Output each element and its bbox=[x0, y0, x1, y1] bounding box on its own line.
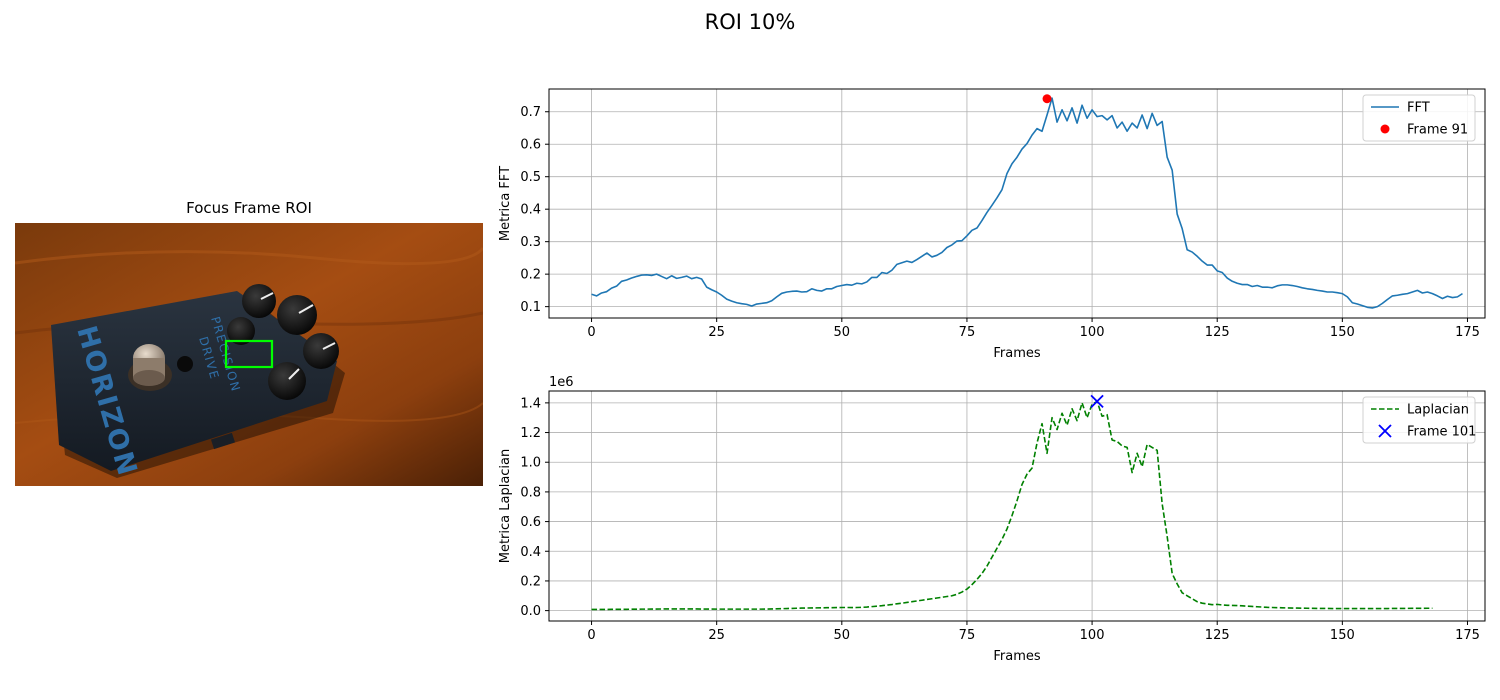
figure-title: ROI 10% bbox=[704, 10, 796, 34]
y-tick-label: 0.3 bbox=[520, 235, 541, 250]
legend-entry-label: FFT bbox=[1407, 101, 1430, 116]
series-line-fft bbox=[591, 97, 1463, 309]
chart-laplacian: 0 25 50 75 100 125 150 175 0.0 0.2 0.4 0.6 0.8 1.0 1.2… bbox=[498, 375, 1486, 664]
roi-box bbox=[224, 339, 274, 369]
legend-entry-label: Frame 101 bbox=[1407, 425, 1476, 440]
legend-marker-swatch bbox=[1380, 124, 1390, 134]
axes-frame bbox=[548, 390, 1486, 622]
x-tick-label: 175 bbox=[1455, 628, 1480, 643]
y-axis-label: Metrica FFT bbox=[498, 166, 513, 241]
y-tick-label: 0.1 bbox=[520, 300, 541, 315]
x-tick-label: 125 bbox=[1205, 628, 1230, 643]
peak-marker-point bbox=[1042, 94, 1052, 104]
x-tick-label: 50 bbox=[834, 325, 851, 340]
led-indicator bbox=[177, 356, 193, 372]
y-tick-label: 0.5 bbox=[520, 170, 541, 185]
y-tick-label: 0.4 bbox=[520, 203, 541, 218]
legend-entry-label: Laplacian bbox=[1407, 403, 1469, 418]
x-tick-label: 75 bbox=[959, 325, 976, 340]
x-tick-label: 25 bbox=[708, 628, 725, 643]
y-tick-label: 1.2 bbox=[520, 426, 541, 441]
pedal-photo-illustration: HORIZON PRECISION DRIVE bbox=[15, 223, 483, 486]
image-panel-title: Focus Frame ROI bbox=[186, 199, 312, 217]
x-tick-label: 175 bbox=[1455, 325, 1480, 340]
y-tick-label: 0.6 bbox=[520, 515, 541, 530]
y-tick-label: 0.2 bbox=[520, 268, 541, 283]
y-tick-label: 1.4 bbox=[520, 396, 541, 411]
x-axis-label: Frames bbox=[993, 346, 1041, 361]
footswitch bbox=[128, 344, 172, 391]
legend: FFT Frame 91 bbox=[1362, 94, 1476, 142]
x-tick-label: 100 bbox=[1080, 628, 1105, 643]
axes-frame bbox=[548, 88, 1486, 319]
pedal-body bbox=[51, 291, 337, 471]
y-tick-label: 0.0 bbox=[520, 604, 541, 619]
legend-marker-swatch bbox=[1378, 424, 1392, 438]
y-tick-label: 0.7 bbox=[520, 105, 541, 120]
y-tick-label: 1.0 bbox=[520, 456, 541, 471]
x-tick-label: 0 bbox=[587, 628, 595, 643]
y-offset-label: 1e6 bbox=[549, 375, 574, 390]
control-knobs bbox=[227, 284, 339, 400]
y-tick-label: 0.8 bbox=[520, 485, 541, 500]
x-axis-label: Frames bbox=[993, 649, 1041, 664]
series-line-laplacian bbox=[591, 400, 1433, 611]
x-tick-label: 25 bbox=[708, 325, 725, 340]
chart-fft: 0 25 50 75 100 125 150 175 0.1 0.2 0.3 0.4 0.5 0.6 0.7… bbox=[498, 88, 1486, 361]
dc-jack bbox=[210, 432, 236, 450]
x-tick-label: 75 bbox=[959, 628, 976, 643]
y-tick-label: 0.6 bbox=[520, 138, 541, 153]
x-tick-label: 125 bbox=[1205, 325, 1230, 340]
x-tick-label: 150 bbox=[1330, 628, 1355, 643]
y-tick-label: 0.4 bbox=[520, 545, 541, 560]
x-tick-label: 50 bbox=[834, 628, 851, 643]
y-tick-label: 0.2 bbox=[520, 574, 541, 589]
y-axis-label: Metrica Laplacian bbox=[498, 449, 513, 564]
x-tick-label: 100 bbox=[1080, 325, 1105, 340]
legend-entry-label: Frame 91 bbox=[1407, 123, 1468, 138]
focus-frame-photo: HORIZON PRECISION DRIVE bbox=[15, 223, 483, 486]
peak-marker-point bbox=[1090, 394, 1104, 409]
x-tick-label: 150 bbox=[1330, 325, 1355, 340]
legend: Laplacian Frame 101 bbox=[1362, 396, 1476, 444]
x-tick-label: 0 bbox=[587, 325, 595, 340]
